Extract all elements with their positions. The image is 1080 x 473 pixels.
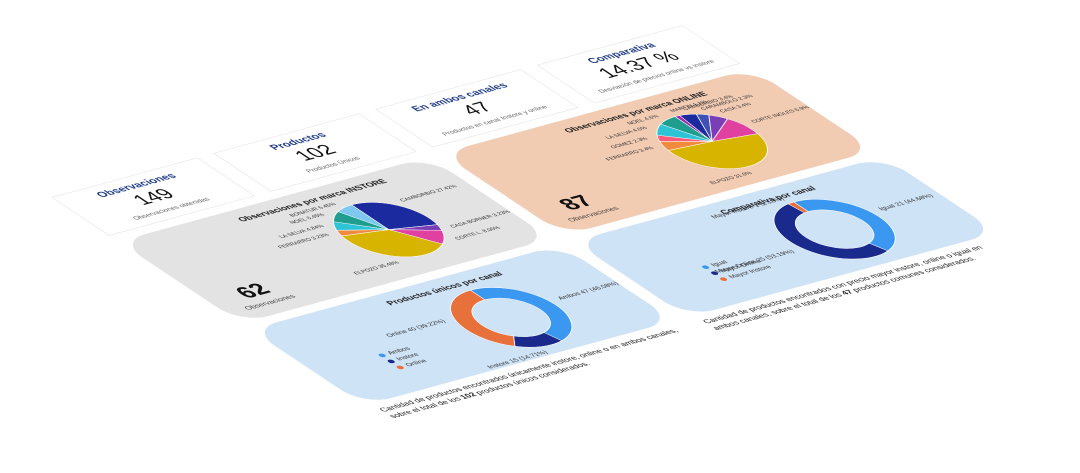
pie-slice	[350, 202, 438, 230]
slice-category: CASA	[718, 106, 738, 114]
donut-slice	[773, 203, 889, 260]
legend-swatch	[387, 359, 395, 364]
kpi-card	[374, 69, 579, 148]
pie-slice	[660, 116, 713, 142]
slice-label: LA SELVA 4.6%	[604, 126, 649, 140]
slice-value-label: 27.42%	[435, 184, 460, 193]
donut-slice	[450, 289, 516, 347]
legend-swatch	[711, 271, 719, 275]
slice-value-label: 4.84%	[305, 224, 327, 232]
donut-slice	[787, 201, 809, 214]
legend-swatch	[378, 353, 386, 358]
slice-category: BONATUR	[288, 207, 321, 218]
slice-value-label: 3.4%	[717, 94, 736, 101]
slice-value-label: 4.6%	[643, 114, 662, 121]
slice-category: ELPOZO	[709, 176, 737, 186]
legend-swatch	[720, 277, 728, 281]
slice-category: ELPOZO	[353, 266, 381, 276]
pie-slice	[341, 229, 443, 257]
slice-category: Online	[385, 329, 410, 338]
slice-label: NOEL 4.6%	[626, 114, 661, 126]
donut-slice	[469, 287, 573, 342]
slice-category: NOEL	[288, 217, 309, 225]
legend-swatch	[702, 265, 710, 269]
slice-value-label: 2.3%	[632, 136, 651, 143]
chart-panel	[132, 162, 537, 318]
kpi-value: 102	[289, 142, 342, 164]
chart-panel	[456, 74, 861, 230]
slice-value-label: 31.0%	[733, 171, 755, 179]
slice-category: NOEL	[626, 118, 647, 126]
slice-value-label: 8.06%	[481, 225, 503, 233]
slice-value-label: 35.48%	[377, 260, 402, 269]
slice-value-label: 6.9%	[793, 105, 812, 112]
slice-label: LA SELVA 4.84%	[278, 224, 327, 239]
slice-label: ELPOZO 31.0%	[709, 171, 755, 186]
legend-swatch	[396, 365, 404, 370]
slice-category: LA SELVA	[278, 229, 308, 239]
slice-value-label: 1 (2.13%)	[752, 196, 787, 208]
pie-slice	[667, 133, 768, 169]
legend-label: Instore	[395, 352, 421, 362]
slice-value-label: 3.4%	[638, 146, 657, 153]
slice-category: CORTE L.	[454, 230, 485, 241]
slice-category: MARTIN	[669, 104, 696, 113]
slice-value-label: 3.23%	[491, 209, 513, 217]
legend-label: Online	[404, 359, 429, 368]
kpi-value: 149	[128, 186, 181, 208]
kpi-card	[213, 113, 417, 192]
slice-label: CASA 3.4%	[718, 102, 753, 114]
slice-value-label: 1.1%	[692, 100, 711, 107]
slice-label: ELPOZO 35.48%	[353, 260, 402, 275]
slice-value-label: 3.23%	[310, 233, 332, 241]
slice-category: Instore	[486, 360, 512, 370]
slice-category: GOMEZ	[609, 140, 635, 149]
slice-label: MARTIN 1.1%	[669, 100, 711, 113]
slice-category: LA SELVA	[604, 130, 634, 140]
slice-label: CORTE L. 8.06%	[454, 225, 503, 240]
slice-label: BONATUR 6.45%	[288, 202, 338, 218]
dashboard: Observaciones 149 Observaciones obtenidas P…	[30, 15, 1050, 435]
slice-value-label: 6.45%	[305, 212, 327, 220]
kpi-card	[536, 25, 741, 104]
slice-value-label: 2.3%	[737, 94, 756, 101]
legend-label: Igual	[710, 260, 731, 268]
slice-value-label: 6.45%	[317, 202, 339, 210]
slice-category: Ambos	[556, 291, 583, 301]
slice-value-label: 4.6%	[631, 126, 650, 133]
slice-label: NOEL 6.45%	[288, 212, 327, 225]
legend-label: Ambos	[386, 346, 413, 356]
slice-label: GOMEZ 2.3%	[609, 136, 650, 149]
slice-category: Igual	[877, 204, 898, 212]
slice-value-label: 3.4%	[735, 102, 754, 109]
kpi-card	[51, 157, 256, 236]
pie-slice	[337, 204, 390, 230]
